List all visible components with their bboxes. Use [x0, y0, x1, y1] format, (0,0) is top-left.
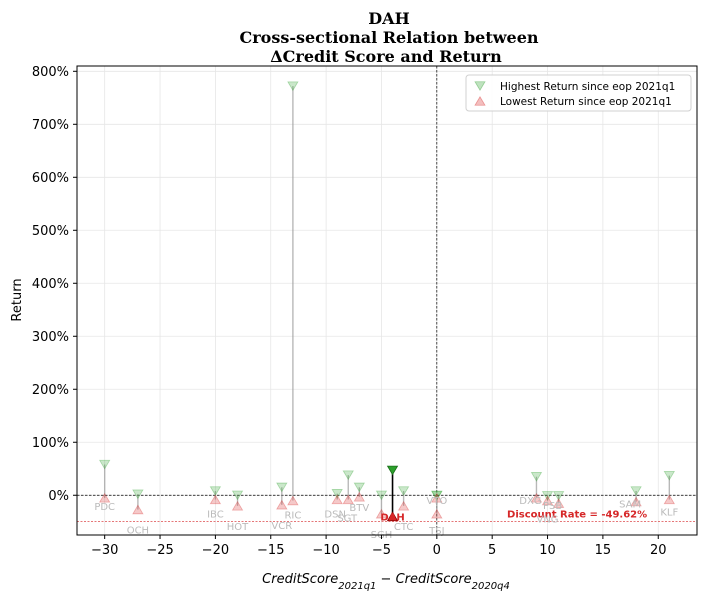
point-label: SGT [337, 513, 358, 524]
y-axis-label: Return [10, 278, 25, 321]
x-tick-label: −30 [91, 543, 118, 558]
point-label: DSN [324, 509, 346, 520]
x-tick-label: −5 [372, 543, 391, 558]
low-marker [98, 492, 111, 503]
point-label: CTC [394, 522, 414, 533]
x-tick-label: 10 [539, 543, 556, 558]
point-label: KLF [660, 507, 678, 518]
high-marker [431, 490, 443, 501]
chart-title-line-3: ΔCredit Score and Return [270, 47, 502, 66]
legend-high-marker [474, 81, 486, 92]
range-stems [103, 86, 671, 517]
markers [98, 81, 676, 522]
high-marker [541, 491, 554, 501]
point-label: RIC [284, 511, 301, 522]
y-tick-label: 400% [32, 277, 69, 292]
chart-title-line-2: Cross-sectional Relation between [240, 28, 539, 47]
x-tick-label: −25 [146, 543, 173, 558]
y-tick-label: 800% [32, 65, 69, 80]
point-label: VTO [426, 496, 447, 507]
high-marker [231, 490, 244, 501]
high-marker [663, 470, 676, 481]
low-marker [431, 508, 443, 519]
legend-box [465, 74, 692, 112]
x-tick-label: 15 [595, 543, 612, 558]
low-marker [431, 492, 443, 503]
legend-low-marker [474, 95, 486, 106]
chart-title: DAH Cross-sectional Relation between ΔCr… [240, 9, 539, 66]
discount-rate-label: Discount Rate = -49.62% [507, 510, 647, 521]
point-label: DAH [380, 512, 404, 523]
low-marker [132, 504, 144, 515]
low-marker [386, 511, 399, 522]
legend: Highest Return since eop 2021q1 Lowest Re… [465, 74, 692, 112]
y-tick-label: 100% [32, 436, 69, 451]
low-marker [663, 494, 676, 505]
high-marker [397, 486, 410, 497]
y-tick-label: 0% [48, 489, 69, 504]
high-marker [552, 491, 565, 501]
low-marker [353, 491, 366, 502]
x-tick-label: −15 [257, 543, 284, 558]
y-tick-label: 700% [32, 118, 69, 133]
high-marker [530, 472, 543, 482]
low-marker [397, 500, 410, 511]
high-marker [353, 482, 366, 493]
x-axis-label: CreditScore2021q1 − CreditScore2020q4 [262, 572, 510, 592]
high-marker [287, 81, 299, 92]
point-label: PSB [543, 501, 562, 512]
point-label: VNG [536, 515, 558, 526]
point-label: PDC [94, 502, 115, 513]
grid [77, 66, 697, 535]
x-tick-label: 5 [488, 543, 496, 558]
low-marker [231, 500, 244, 511]
y-tick-label: 600% [32, 171, 69, 186]
y-tick-label: 500% [32, 224, 69, 239]
low-marker [630, 496, 642, 507]
low-marker [331, 494, 343, 505]
point-label: HOT [227, 522, 249, 533]
high-marker [209, 486, 222, 497]
point-label: OCH [127, 526, 149, 537]
plot-frame [76, 65, 698, 536]
y-tick-label: 200% [32, 383, 69, 398]
x-tick-label: 20 [650, 543, 667, 558]
high-marker [98, 459, 111, 470]
x-tick-label: 0 [433, 543, 441, 558]
low-marker [375, 508, 388, 519]
high-marker [386, 465, 399, 476]
x-tick-label: −10 [312, 543, 339, 558]
point-label: IBC [207, 509, 224, 520]
low-marker [530, 492, 543, 503]
y-tick-label: 300% [32, 330, 69, 345]
point-label: SAM [619, 500, 641, 511]
point-label: VCR [271, 521, 292, 532]
high-marker [132, 489, 144, 500]
y-axis: 0% 100% 200% 300% 400% 500% 600% 700% 800% [32, 65, 77, 504]
reference-lines: Discount Rate = -49.62% [77, 66, 697, 535]
high-marker [630, 486, 642, 497]
low-marker [342, 494, 354, 505]
legend-entry-label: Highest Return since eop 2021q1 [500, 81, 675, 93]
low-marker [276, 499, 288, 510]
high-marker [276, 482, 288, 493]
point-label: TSJ [428, 526, 444, 537]
high-marker [342, 470, 354, 481]
high-marker [375, 490, 388, 501]
high-marker [331, 489, 343, 499]
legend-entry-label: Lowest Return since eop 2021q1 [500, 96, 672, 108]
low-marker [552, 498, 565, 508]
low-marker [287, 495, 299, 506]
chart-title-line-1: DAH [368, 9, 409, 28]
x-tick-label: −20 [202, 543, 229, 558]
x-axis: −30 −25 −20 −15 −10 −5 0 5 10 15 20 [91, 535, 667, 558]
point-label: BTV [349, 503, 369, 514]
high-marker [431, 491, 443, 501]
low-marker [541, 495, 554, 506]
low-marker [209, 494, 222, 505]
point-label: DXG [519, 496, 541, 507]
